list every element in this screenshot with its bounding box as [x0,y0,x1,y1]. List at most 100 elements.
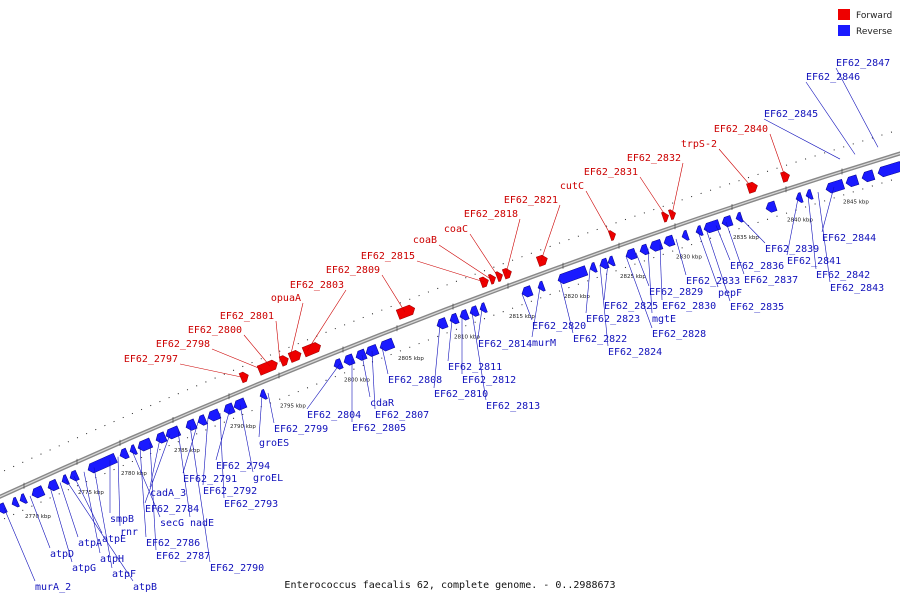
reverse-gene[interactable] [232,397,248,412]
reverse-gene[interactable] [702,219,722,235]
reverse-gene[interactable] [478,302,488,314]
gene-label[interactable]: pepF [718,288,742,299]
reverse-gene[interactable] [720,215,734,228]
reverse-gene[interactable] [624,247,638,261]
forward-gene[interactable] [478,276,490,289]
gene-label[interactable]: EF62_2804 [307,410,361,421]
gene-label[interactable]: EF62_2824 [608,347,662,358]
gene-label[interactable]: EF62_2797 [124,354,178,365]
reverse-gene[interactable] [448,312,460,325]
forward-gene[interactable] [668,208,677,221]
reverse-gene[interactable] [877,161,900,178]
reverse-gene[interactable] [46,478,60,492]
gene-label[interactable]: EF62_2812 [462,375,516,386]
forward-gene[interactable] [535,254,549,267]
gene-label[interactable]: EF62_2814 [478,339,532,350]
gene-label[interactable]: murM [532,338,556,349]
reverse-gene[interactable] [364,343,380,358]
forward-gene[interactable] [487,273,497,285]
forward-gene[interactable] [301,341,322,358]
gene-label[interactable]: atpD [50,549,74,560]
reverse-gene[interactable] [196,414,208,427]
gene-label[interactable]: EF62_2844 [822,233,876,244]
gene-label[interactable]: EF62_2818 [464,209,518,220]
gene-label[interactable]: trpS-2 [681,139,717,150]
gene-label[interactable]: EF62_2793 [224,499,278,510]
reverse-gene[interactable] [804,188,814,200]
reverse-gene[interactable] [332,358,344,371]
gene-label[interactable]: EF62_2792 [203,486,257,497]
gene-label[interactable]: EF62_2808 [388,375,442,386]
gene-label[interactable]: EF62_2807 [375,410,429,421]
gene-label[interactable]: EF62_2840 [714,124,768,135]
gene-label[interactable]: EF62_2845 [764,109,818,120]
gene-label[interactable]: atpA [78,538,102,549]
reverse-gene[interactable] [845,174,860,188]
gene-label[interactable]: EF62_2842 [816,270,870,281]
reverse-gene[interactable] [520,285,534,299]
gene-label[interactable]: EF62_2813 [486,401,540,412]
reverse-gene[interactable] [680,229,690,241]
reverse-gene[interactable] [435,317,449,330]
gene-label[interactable]: EF62_2830 [662,301,716,312]
gene-label[interactable]: EF62_2829 [649,287,703,298]
reverse-gene[interactable] [118,447,130,460]
gene-label[interactable]: opuaA [271,293,301,304]
gene-label[interactable]: EF62_2805 [352,423,406,434]
gene-label[interactable]: EF62_2820 [532,321,586,332]
gene-label[interactable]: EF62_2828 [652,329,706,340]
gene-label[interactable]: smpB [110,514,134,525]
reverse-gene[interactable] [861,169,876,183]
reverse-gene[interactable] [648,238,664,252]
reverse-gene[interactable] [734,211,744,223]
gene-label[interactable]: atpB [133,582,157,593]
gene-label[interactable]: EF62_2822 [573,334,627,345]
gene-label[interactable]: groES [259,438,289,449]
reverse-gene[interactable] [10,496,20,509]
forward-gene[interactable] [780,170,791,183]
reverse-gene[interactable] [536,280,546,292]
gene-label[interactable]: cdaR [370,398,395,409]
reverse-gene[interactable] [556,265,589,286]
gene-label[interactable]: atpE [102,534,126,545]
gene-label[interactable]: EF62_2839 [765,244,819,255]
gene-label[interactable]: EF62_2837 [744,275,798,286]
gene-label[interactable]: EF62_2815 [361,251,415,262]
reverse-gene[interactable] [136,437,154,453]
gene-label[interactable]: nadE [190,518,214,529]
gene-label[interactable]: coaC [444,224,468,235]
gene-label[interactable]: EF62_2832 [627,153,681,164]
gene-label[interactable]: EF62_2833 [686,276,740,287]
forward-gene[interactable] [256,358,279,376]
gene-label[interactable]: EF62_2825 [604,301,658,312]
gene-label[interactable]: EF62_2800 [188,325,242,336]
gene-label[interactable]: EF62_2811 [448,362,502,373]
gene-label[interactable]: EF62_2836 [730,261,784,272]
gene-label[interactable]: murA_2 [35,582,71,593]
reverse-gene[interactable] [794,192,804,203]
gene-label[interactable]: EF62_2799 [274,424,328,435]
forward-gene[interactable] [608,229,617,241]
reverse-gene[interactable] [588,261,598,273]
forward-gene[interactable] [494,270,504,283]
gene-label[interactable]: groEL [253,473,283,484]
forward-gene[interactable] [501,267,513,280]
gene-label[interactable]: EF62_2847 [836,58,890,69]
gene-label[interactable]: EF62_2843 [830,283,884,294]
reverse-gene[interactable] [206,408,222,423]
gene-label[interactable]: EF62_2801 [220,311,274,322]
gene-label[interactable]: cadA_3 [150,488,186,499]
reverse-gene[interactable] [468,305,480,318]
gene-label[interactable]: EF62_2784 [145,504,199,515]
gene-label[interactable]: EF62_2835 [730,302,784,313]
gene-label[interactable]: EF62_2794 [216,461,270,472]
reverse-gene[interactable] [378,337,396,352]
gene-label[interactable]: mgtE [652,314,676,325]
gene-label[interactable]: EF62_2841 [787,256,841,267]
reverse-gene[interactable] [354,348,368,362]
gene-label[interactable]: EF62_2790 [210,563,264,574]
forward-gene[interactable] [238,370,250,384]
reverse-gene[interactable] [18,493,28,506]
reverse-gene[interactable] [606,255,616,267]
gene-label[interactable]: secG [160,518,184,529]
